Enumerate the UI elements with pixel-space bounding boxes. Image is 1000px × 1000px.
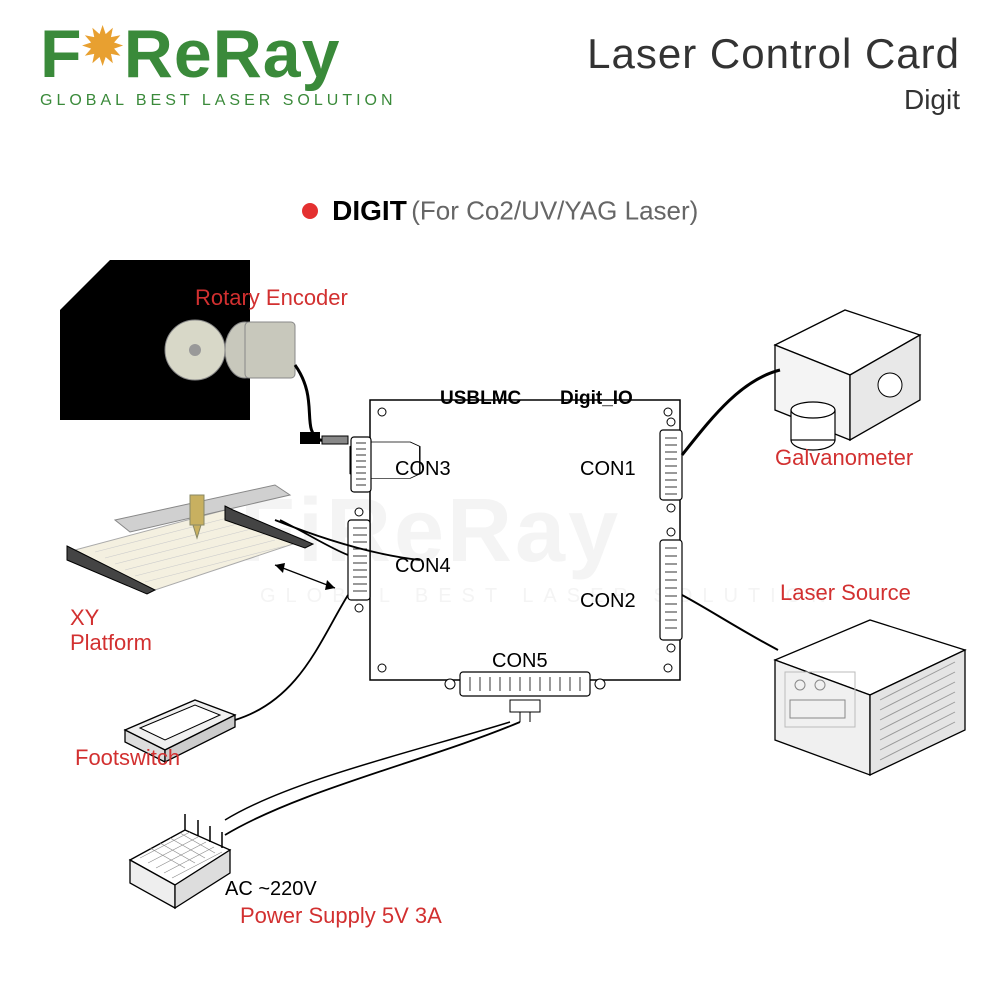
label-xy-1: XY — [70, 605, 99, 631]
label-ac: AC ~220V — [225, 878, 317, 901]
label-psu: Power Supply 5V 3A — [240, 903, 442, 929]
label-footswitch: Footswitch — [75, 745, 180, 771]
galvanometer-device — [775, 310, 920, 450]
label-laser: Laser Source — [780, 580, 911, 606]
label-usblmc: USBLMC — [440, 388, 521, 410]
connection-diagram — [0, 0, 1000, 1000]
laser-source-device — [775, 620, 965, 775]
label-rotary: Rotary Encoder — [195, 285, 348, 311]
label-xy-2: Platform — [70, 630, 152, 656]
label-con3: CON3 — [395, 458, 451, 481]
label-con5: CON5 — [492, 650, 548, 673]
power-supply-device — [130, 814, 230, 908]
label-con2: CON2 — [580, 590, 636, 613]
label-digitio: Digit_IO — [560, 388, 633, 410]
label-con4: CON4 — [395, 555, 451, 578]
label-con1: CON1 — [580, 458, 636, 481]
label-galvo: Galvanometer — [775, 445, 913, 471]
